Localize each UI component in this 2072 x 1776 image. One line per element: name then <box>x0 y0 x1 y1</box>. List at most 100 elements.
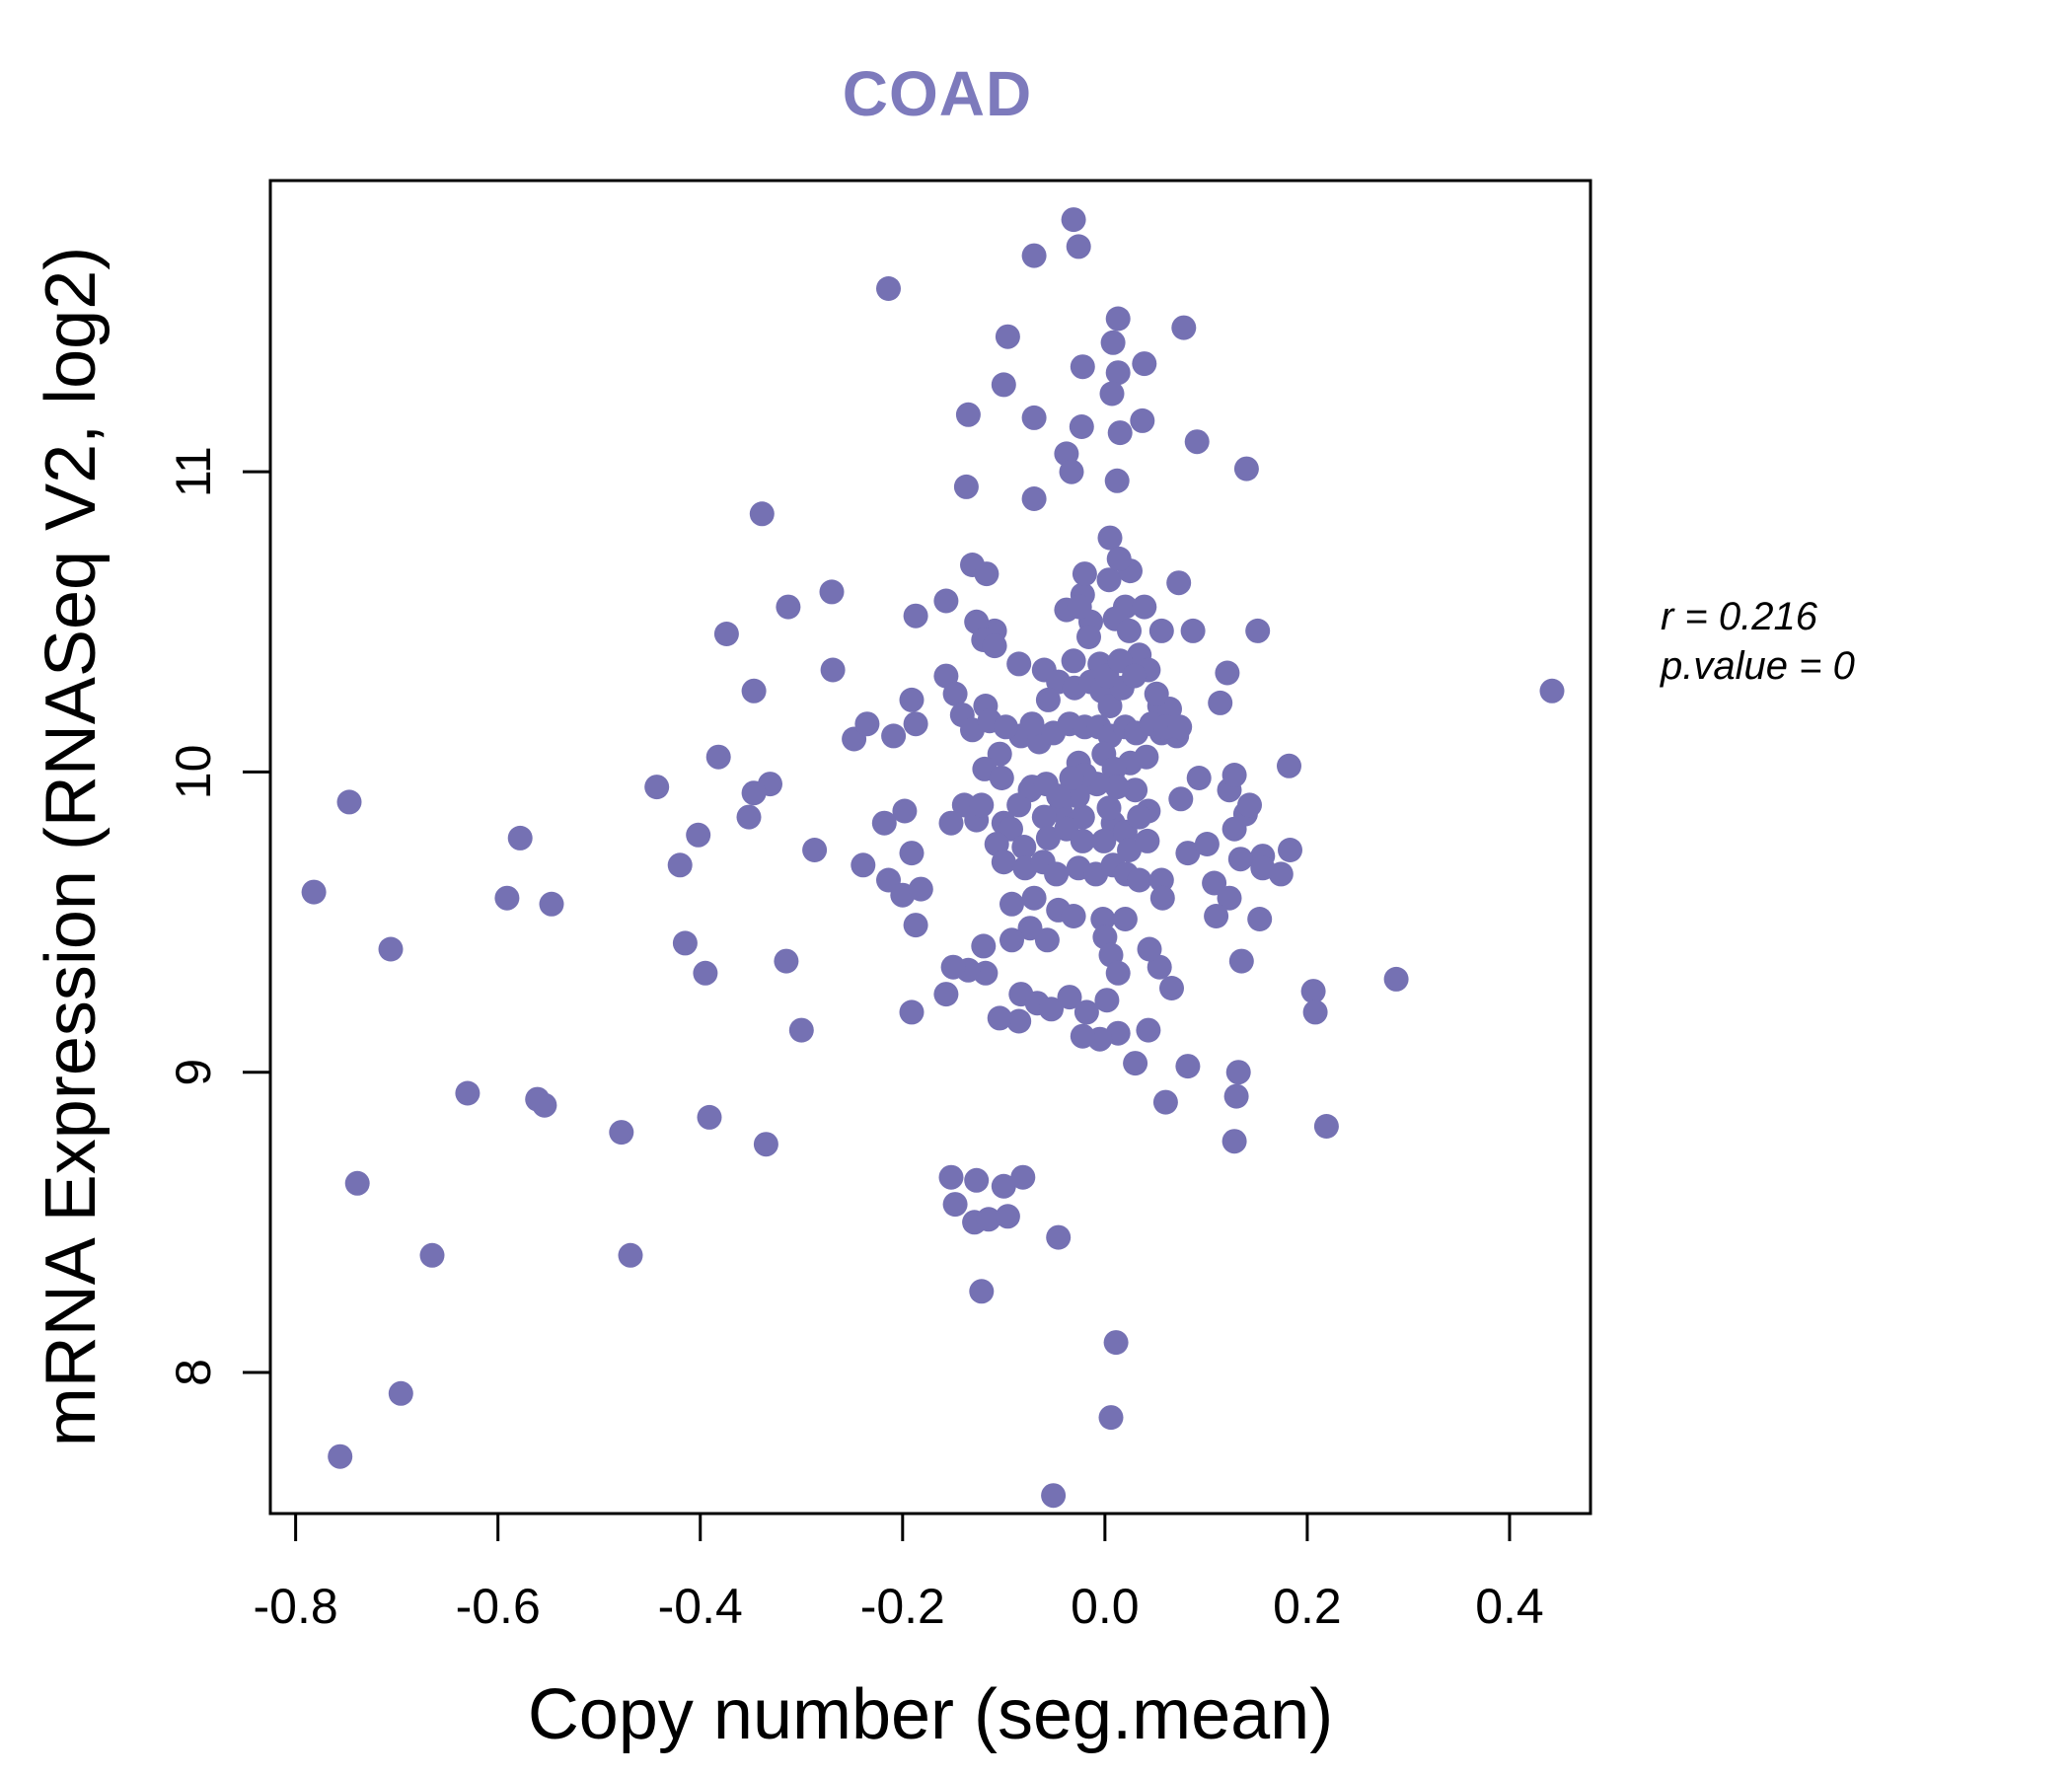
data-point <box>1136 1017 1161 1043</box>
data-point <box>1175 841 1201 866</box>
data-point <box>876 276 901 301</box>
data-point <box>788 1017 814 1043</box>
data-point <box>1105 960 1131 986</box>
data-point <box>494 885 520 911</box>
x-tick-label: -0.8 <box>254 1579 338 1634</box>
data-point <box>697 1104 722 1130</box>
data-point <box>899 687 925 712</box>
data-point <box>618 1242 643 1268</box>
data-point <box>776 594 801 620</box>
data-point <box>942 681 968 706</box>
data-point <box>1166 570 1192 596</box>
data-point <box>1278 838 1302 862</box>
data-point <box>1148 867 1174 893</box>
data-point <box>1069 414 1094 439</box>
data-point <box>938 810 964 836</box>
data-point <box>1035 687 1061 712</box>
data-point <box>419 1242 445 1268</box>
data-point <box>1096 567 1122 593</box>
data-point <box>1097 694 1123 718</box>
data-point <box>1046 783 1072 809</box>
data-point <box>819 579 845 605</box>
data-point <box>1098 1405 1124 1431</box>
data-point <box>1204 904 1229 928</box>
data-point <box>1149 885 1175 911</box>
data-point <box>1184 429 1210 455</box>
data-point <box>995 1204 1020 1229</box>
data-point <box>1127 804 1152 830</box>
data-point <box>976 1207 1001 1232</box>
data-point <box>1247 907 1273 931</box>
data-point <box>1217 885 1242 911</box>
data-point <box>1039 997 1064 1022</box>
data-point <box>1159 976 1184 1000</box>
p-value-text: p.value = 0 <box>1661 644 1855 688</box>
data-point <box>903 711 928 737</box>
data-point <box>1134 744 1159 770</box>
data-point <box>1123 1051 1148 1076</box>
data-point <box>1099 381 1125 407</box>
data-point <box>1215 660 1240 686</box>
data-point <box>1383 966 1409 992</box>
data-point <box>903 603 928 629</box>
data-point <box>1221 763 1247 787</box>
data-point <box>741 678 767 703</box>
data-point <box>1097 525 1123 551</box>
plot-title: COAD <box>842 58 1033 129</box>
data-point <box>1180 618 1206 643</box>
data-point <box>1105 360 1131 386</box>
data-point <box>903 913 928 938</box>
data-point <box>749 501 775 527</box>
data-point <box>1168 786 1194 812</box>
data-point <box>1011 835 1037 859</box>
data-point <box>1144 681 1169 706</box>
data-point <box>741 780 767 806</box>
y-tick-label: 10 <box>166 745 221 800</box>
data-point <box>1132 351 1157 377</box>
data-point <box>1021 885 1047 911</box>
data-point <box>1225 1060 1251 1085</box>
data-point <box>1034 927 1060 953</box>
data-point <box>1031 804 1057 830</box>
data-point <box>1061 648 1086 674</box>
data-point <box>1147 954 1172 980</box>
data-point <box>344 1170 370 1196</box>
x-axis-title: Copy number (seg.mean) <box>527 1675 1334 1754</box>
data-point <box>1302 999 1328 1025</box>
data-point <box>899 999 925 1025</box>
x-tick-label: -0.6 <box>456 1579 541 1634</box>
data-point <box>753 1132 778 1157</box>
data-point <box>1103 1330 1129 1356</box>
data-point <box>1104 468 1130 493</box>
data-point <box>1152 1089 1178 1115</box>
data-point <box>1070 828 1095 853</box>
data-point <box>1073 999 1099 1025</box>
data-point <box>774 948 799 974</box>
data-point <box>1539 678 1565 703</box>
data-point <box>1021 405 1047 430</box>
data-point <box>991 372 1016 398</box>
data-point <box>1096 795 1122 821</box>
data-point <box>1223 1083 1249 1109</box>
data-point <box>1072 561 1097 587</box>
data-point <box>713 622 739 646</box>
data-point <box>1221 816 1247 842</box>
data-point <box>1107 420 1133 446</box>
data-point <box>378 936 404 962</box>
data-point <box>1202 870 1227 896</box>
data-point <box>1130 407 1155 433</box>
data-point <box>999 927 1024 953</box>
data-point <box>955 402 981 427</box>
data-point <box>609 1120 634 1146</box>
data-point <box>1233 456 1259 481</box>
data-point <box>1090 907 1116 931</box>
data-point <box>1059 459 1084 484</box>
data-point <box>667 852 693 878</box>
data-point <box>672 930 698 956</box>
x-tick-label: -0.2 <box>860 1579 945 1634</box>
data-point <box>1006 792 1032 818</box>
data-point <box>991 850 1016 875</box>
data-point <box>995 324 1020 349</box>
data-point <box>1017 916 1043 941</box>
data-point <box>1106 546 1132 571</box>
